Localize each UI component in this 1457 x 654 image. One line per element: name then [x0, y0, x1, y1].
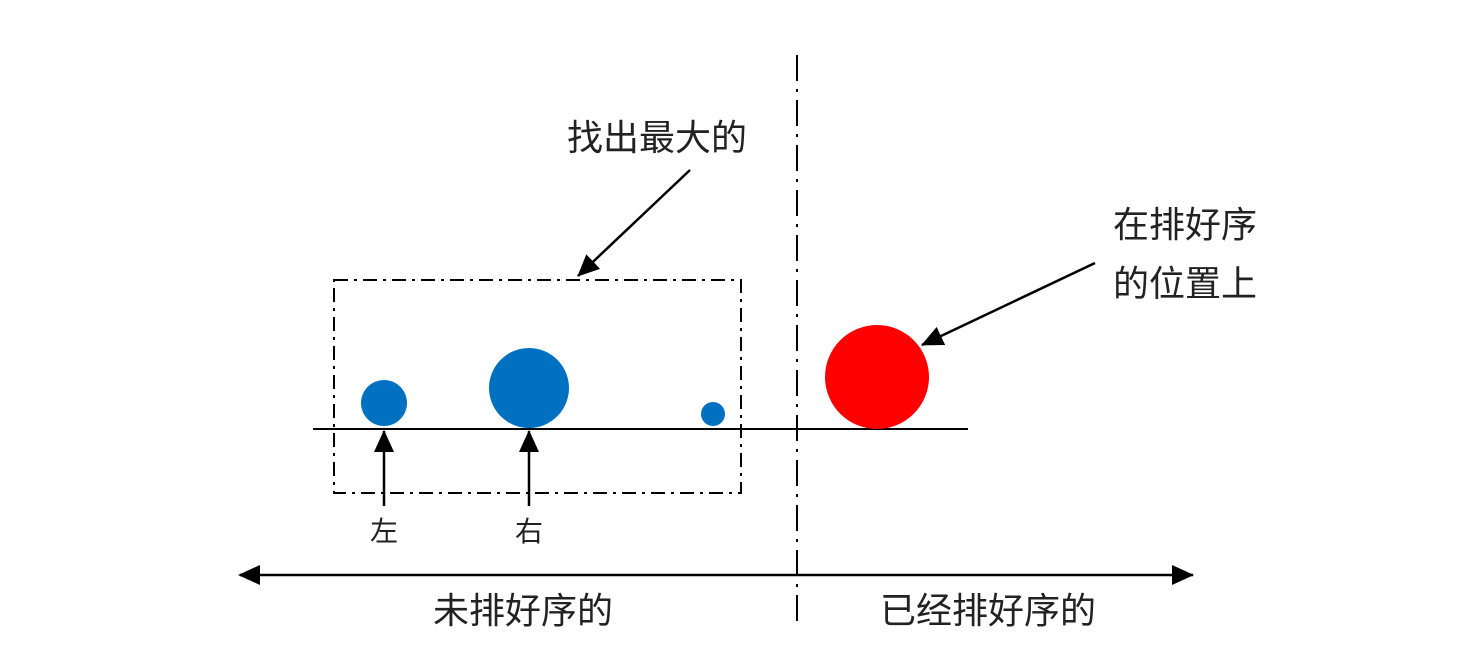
unsorted-ball-tiny: [701, 402, 725, 426]
right-label: 右: [515, 515, 543, 548]
unsorted-region-label: 未排好序的: [433, 591, 613, 632]
sorted-position-label-line1: 在排好序: [1113, 205, 1257, 246]
sorted-ball-max: [825, 325, 929, 429]
left-label: 左: [370, 515, 398, 548]
find-max-label: 找出最大的: [567, 118, 747, 159]
unsorted-ball-large: [489, 348, 569, 428]
sorted-position-label-line2: 的位置上: [1113, 264, 1257, 305]
search-range-box: [333, 279, 742, 494]
sorted-region-label: 已经排好序的: [880, 591, 1096, 632]
sorted-position-arrow: [921, 261, 1096, 347]
find-max-arrow: [577, 169, 691, 277]
region-arrow-left-head: [238, 565, 260, 585]
unsorted-ball-small: [361, 380, 407, 426]
